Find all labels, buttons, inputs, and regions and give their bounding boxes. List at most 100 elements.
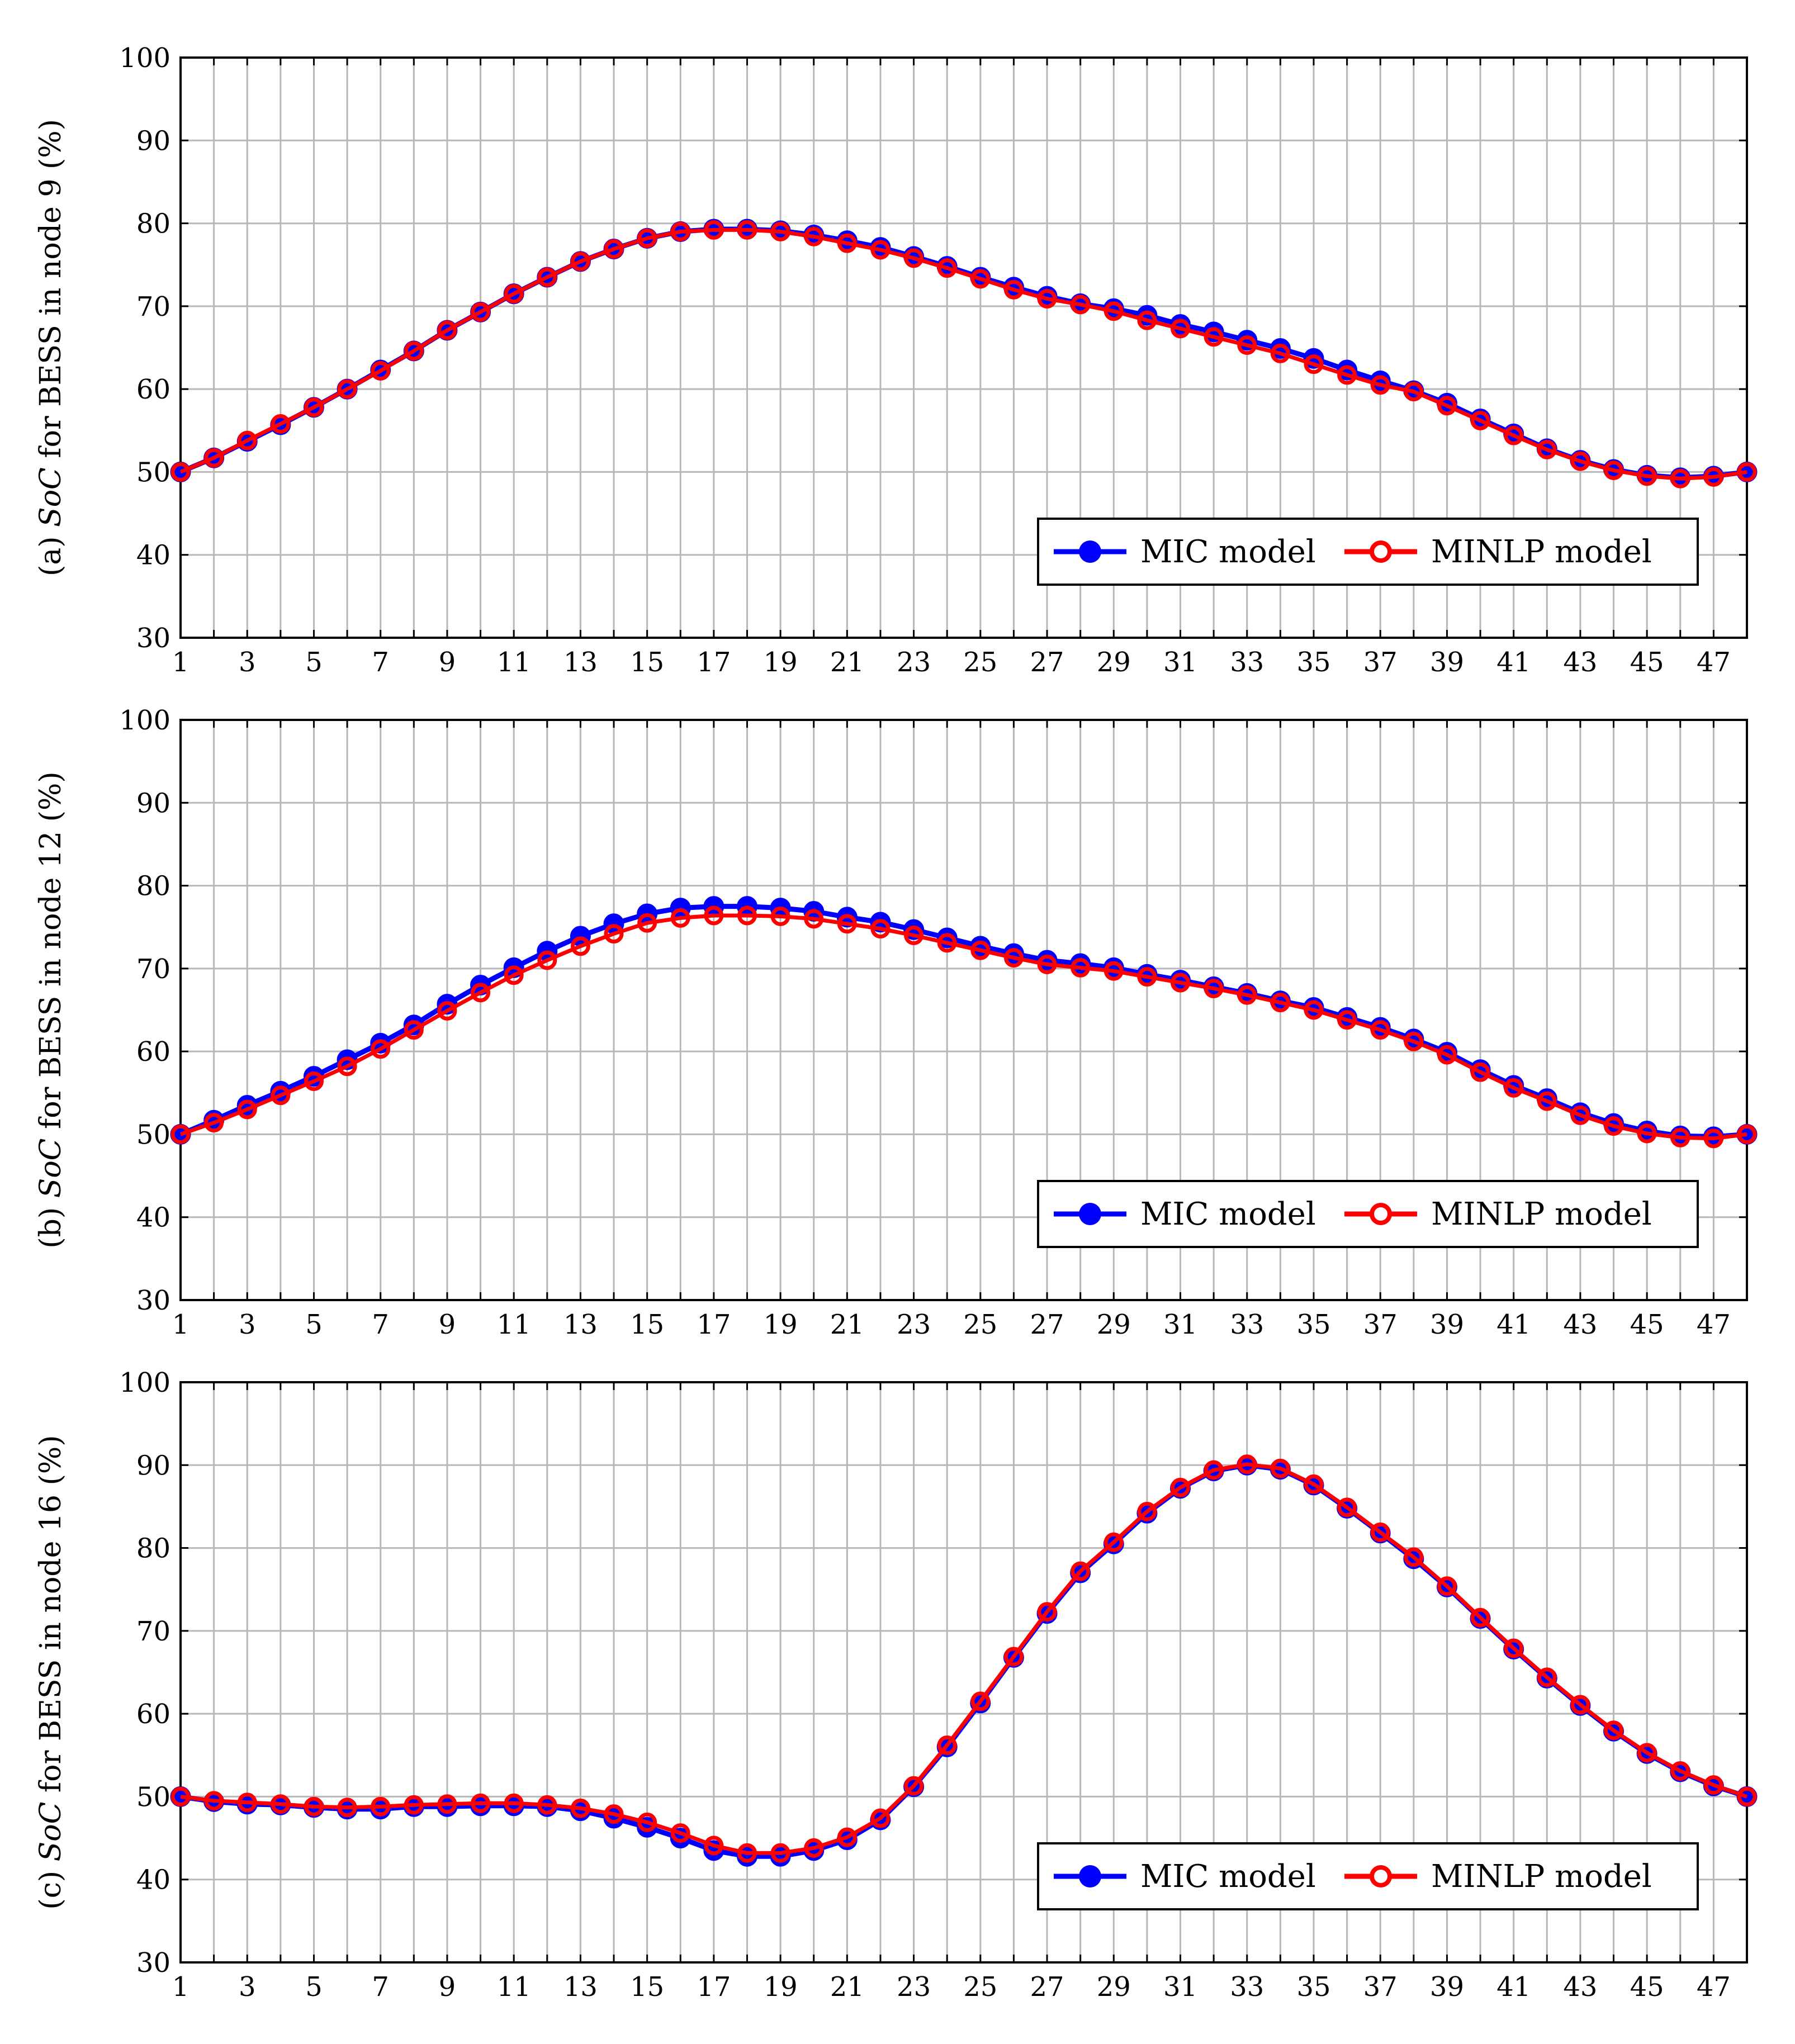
series-minlp-model-point	[504, 284, 524, 304]
series-minlp-model-point	[570, 1798, 590, 1818]
series-minlp-model-point	[1137, 967, 1157, 987]
legend-swatch-marker	[1370, 540, 1392, 563]
series-minlp-model-point	[1437, 1576, 1457, 1596]
x-tick-label: 9	[439, 1309, 456, 1340]
series-minlp-model-point	[371, 361, 391, 381]
x-tick-label: 43	[1563, 647, 1597, 678]
series-minlp-model-point	[1171, 973, 1191, 993]
x-tick-label: 37	[1363, 1309, 1398, 1340]
series-minlp-model-point	[437, 1000, 457, 1021]
series-minlp-model-point	[404, 1795, 424, 1815]
x-tick-label: 19	[764, 1309, 798, 1340]
series-minlp-model-point	[604, 239, 624, 259]
x-tick-label: 37	[1363, 647, 1398, 678]
series-minlp-model-point	[170, 1786, 191, 1806]
series-minlp-model-point	[837, 1827, 857, 1847]
series-minlp-model-point	[304, 1796, 324, 1817]
series-minlp-model-point	[1470, 1062, 1490, 1082]
y-tick-label: 70	[136, 291, 170, 323]
x-tick-label: 3	[239, 1971, 256, 2003]
x-tick-label: 41	[1496, 1309, 1531, 1340]
series-minlp-model-point	[1470, 410, 1490, 430]
x-tick-label: 25	[963, 1309, 997, 1340]
legend: MIC model MINLP model	[1037, 1180, 1699, 1248]
x-tick-label: 35	[1296, 647, 1330, 678]
y-tick-label: 60	[136, 1036, 170, 1068]
series-minlp-model-point	[704, 1836, 724, 1856]
x-tick-label: 23	[897, 647, 931, 678]
series-minlp-model-point	[1270, 343, 1290, 363]
y-tick-label: 40	[136, 1865, 170, 1896]
series-minlp-model-point	[1270, 1458, 1290, 1478]
series-minlp-model-point	[1670, 468, 1690, 489]
legend: MIC model MINLP model	[1037, 518, 1699, 586]
y-tick-label: 50	[136, 457, 170, 488]
series-minlp-model-point	[870, 240, 891, 260]
series-minlp-model-point	[1637, 466, 1657, 486]
series-minlp-model-point	[1003, 948, 1024, 968]
series-minlp-model-point	[1470, 1607, 1490, 1628]
x-tick-label: 5	[305, 647, 323, 678]
series-minlp-model-point	[1103, 301, 1124, 321]
series-minlp-model-point	[371, 1796, 391, 1817]
x-tick-label: 1	[172, 647, 190, 678]
series-minlp-model-point	[670, 908, 690, 928]
x-tick-label: 45	[1630, 1309, 1664, 1340]
x-tick-label: 7	[372, 1971, 389, 2003]
series-minlp-model-point	[1537, 439, 1557, 459]
x-tick-label: 5	[305, 1309, 323, 1340]
series-minlp-model-point	[271, 1794, 291, 1814]
series-minlp-model-point	[804, 226, 824, 246]
y-tick-label: 40	[136, 540, 170, 571]
x-tick-label: 3	[239, 647, 256, 678]
series-minlp-model-point	[870, 919, 891, 939]
x-tick-label: 15	[630, 1309, 664, 1340]
series-minlp-model-point	[1204, 327, 1224, 347]
x-tick-label: 31	[1163, 1309, 1197, 1340]
x-tick-label: 41	[1496, 1971, 1531, 2003]
series-minlp-model-point	[1071, 1561, 1091, 1581]
series-minlp-model-point	[1204, 1460, 1224, 1480]
series-minlp-model-point	[1703, 1775, 1723, 1795]
series-minlp-model-point	[570, 252, 590, 272]
series-minlp-model-point	[737, 905, 757, 926]
legend-label: MIC model	[1140, 534, 1316, 570]
series-minlp-model-point	[1137, 1501, 1157, 1521]
series-minlp-model-point	[471, 302, 491, 322]
legend-label: MIC model	[1140, 1858, 1316, 1895]
series-minlp-model-point	[1404, 382, 1424, 402]
x-tick-label: 37	[1363, 1971, 1398, 2003]
series-minlp-model-point	[637, 913, 657, 933]
series-minlp-model-point	[870, 1808, 891, 1828]
series-minlp-model-point	[437, 320, 457, 340]
series-minlp-model-point	[1537, 1667, 1557, 1687]
series-minlp-model-point	[437, 1794, 457, 1814]
y-tick-label: 50	[136, 1119, 170, 1150]
legend-label: MINLP model	[1431, 1196, 1652, 1232]
x-tick-label: 1	[172, 1309, 190, 1340]
x-tick-label: 35	[1296, 1309, 1330, 1340]
x-tick-label: 41	[1496, 647, 1531, 678]
series-minlp-model-point	[604, 924, 624, 944]
y-tick-label: 40	[136, 1202, 170, 1234]
series-minlp-model-point	[637, 1812, 657, 1832]
series-minlp-model-point	[1637, 1123, 1657, 1144]
x-tick-label: 39	[1430, 1971, 1464, 2003]
series-minlp-model-point	[1404, 1031, 1424, 1051]
y-tick-label: 60	[136, 374, 170, 405]
series-minlp-model-point	[1570, 1695, 1590, 1715]
series-minlp-model-point	[204, 1791, 224, 1811]
y-tick-label: 50	[136, 1781, 170, 1813]
y-tick-label: 100	[119, 705, 170, 736]
legend-label: MINLP model	[1431, 1858, 1652, 1895]
legend-label: MIC model	[1140, 1196, 1316, 1232]
series-minlp-model-point	[1703, 1128, 1723, 1149]
y-tick-label: 80	[136, 208, 170, 240]
series-minlp-model-point	[1370, 1522, 1390, 1542]
series-minlp-model-point	[1037, 954, 1057, 974]
series-minlp-model-point	[1737, 1124, 1757, 1144]
x-tick-label: 27	[1030, 647, 1064, 678]
y-tick-label: 90	[136, 125, 170, 156]
series-minlp-model-point	[1604, 1116, 1624, 1136]
